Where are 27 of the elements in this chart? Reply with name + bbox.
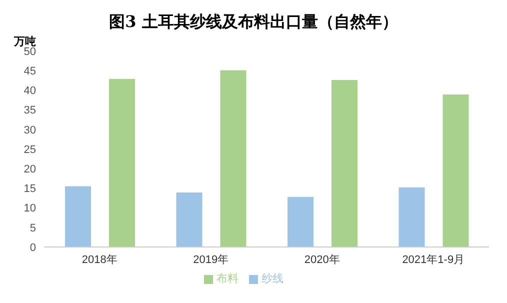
y-tick-label: 30 xyxy=(24,124,36,136)
bar xyxy=(442,94,469,247)
bar xyxy=(220,70,246,247)
legend-label: 纱线 xyxy=(262,273,284,285)
x-tick-label: 2020年 xyxy=(304,254,340,266)
bar xyxy=(65,186,91,247)
y-tick-label: 15 xyxy=(24,183,36,196)
bar xyxy=(332,80,358,247)
x-tick-label: 2021年1-9月 xyxy=(402,254,465,266)
x-tick-label: 2018年 xyxy=(82,254,118,266)
y-tick-label: 10 xyxy=(24,202,36,215)
y-tick-label: 0 xyxy=(30,242,36,254)
y-tick-label: 40 xyxy=(24,85,36,98)
y-tick-label: 50 xyxy=(24,46,36,58)
chart-title: 图3 土耳其纱线及布料出口量（自然年） xyxy=(108,12,399,33)
y-axis-title: 万吨 xyxy=(14,34,36,48)
bar xyxy=(109,78,135,247)
legend-label: 布料 xyxy=(216,273,238,285)
y-tick-label: 45 xyxy=(24,66,36,78)
y-tick-label: 5 xyxy=(30,222,36,234)
bar xyxy=(176,192,202,247)
bar xyxy=(398,187,425,247)
y-tick-label: 20 xyxy=(24,164,36,176)
y-tick-label: 35 xyxy=(24,104,36,117)
bar xyxy=(288,196,314,247)
x-tick-label: 2019年 xyxy=(193,254,229,266)
y-tick-label: 25 xyxy=(24,144,36,156)
